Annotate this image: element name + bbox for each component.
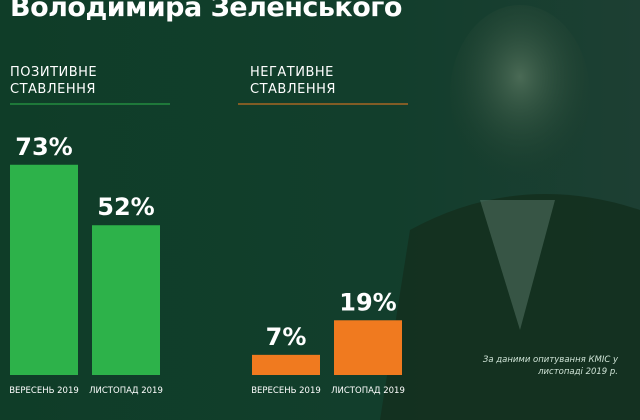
page-title: Володимира Зеленського [10,0,402,23]
chart-title: ПОЗИТИВНЕ СТАВЛЕННЯ [10,65,98,97]
bar [334,320,402,375]
photo-body [380,194,640,420]
x-tick-label: ВЕРЕСЕНЬ 2019 [251,386,321,396]
value-label: 19% [339,288,396,316]
x-tick-label: ЛИСТОПАД 2019 [331,386,405,396]
value-label: 73% [15,133,72,161]
x-tick-label: ЛИСТОПАД 2019 [89,386,163,396]
bar [10,164,78,375]
photo-shirt [480,200,555,330]
source-note: За даними опитування КМІС у листопаді 20… [482,355,618,377]
chart-title: НЕГАТИВНЕ СТАВЛЕННЯ [250,65,336,97]
value-label: 52% [97,193,154,221]
value-label: 7% [266,323,307,351]
bar [92,225,160,375]
photo-face [450,5,590,185]
bar [252,354,320,375]
x-tick-label: ВЕРЕСЕНЬ 2019 [9,386,79,396]
